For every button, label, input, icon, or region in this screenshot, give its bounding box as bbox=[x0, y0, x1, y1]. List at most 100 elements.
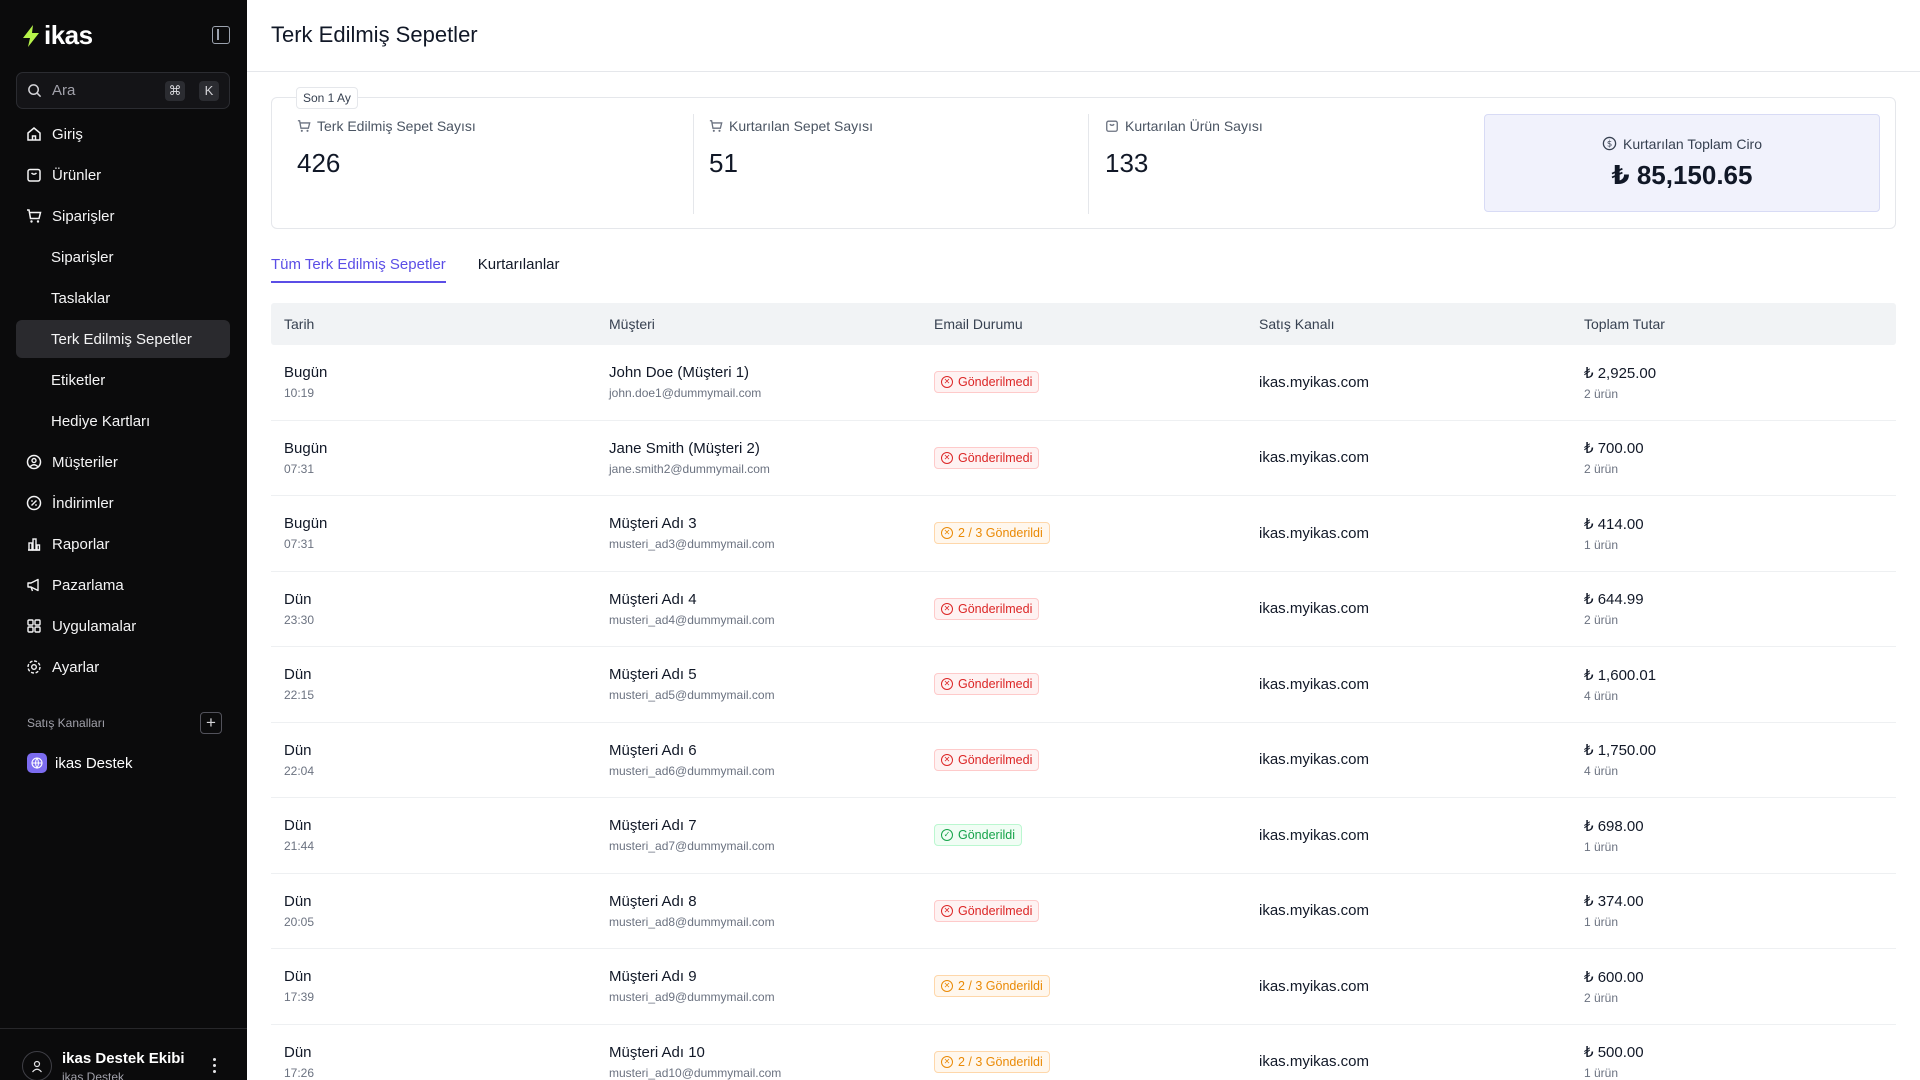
more-vertical-icon[interactable] bbox=[206, 1053, 222, 1077]
item-count: 2 ürün bbox=[1584, 613, 1619, 628]
table-row[interactable]: Dün 17:39 Müşteri Adı 9 musteri_ad9@dummyma… bbox=[271, 949, 1896, 1025]
sidebar-collapse-icon[interactable] bbox=[212, 26, 230, 44]
table-header: Tarih Müşteri Email Durumu Satış Kanalı … bbox=[271, 303, 1896, 345]
customer-name[interactable]: Müşteri Adı 7 bbox=[609, 817, 697, 835]
customer-name[interactable]: Müşteri Adı 5 bbox=[609, 666, 697, 684]
customer-name[interactable]: Müşteri Adı 10 bbox=[609, 1043, 705, 1061]
total-cell: ₺ 1,600.01 4 ürün bbox=[1571, 666, 1896, 703]
sidebar-subitem-etiketler[interactable]: Etiketler bbox=[16, 361, 230, 399]
sidebar-item-uygulamalar[interactable]: Uygulamalar bbox=[16, 607, 230, 645]
email-status-cell: ✕ 2 / 3 Gönderildi bbox=[921, 975, 1246, 998]
customer-name[interactable]: Müşteri Adı 3 bbox=[609, 515, 697, 533]
email-status-cell: ✕ Gönderilmedi bbox=[921, 371, 1246, 394]
stat-value: 426 bbox=[297, 148, 341, 178]
tab-recovered[interactable]: Kurtarılanlar bbox=[477, 256, 560, 273]
tab-all-abandoned[interactable]: Tüm Terk Edilmiş Sepetler bbox=[271, 256, 446, 283]
channel-cell: ikas.myikas.com bbox=[1246, 827, 1571, 844]
table-row[interactable]: Dün 17:26 Müşteri Adı 10 musteri_ad10@dummy… bbox=[271, 1025, 1896, 1080]
table-row[interactable]: Dün 21:44 Müşteri Adı 7 musteri_ad7@dummyma… bbox=[271, 798, 1896, 874]
customer-name[interactable]: Müşteri Adı 9 bbox=[609, 968, 697, 986]
table-row[interactable]: Bugün 10:19 John Doe (Müşteri 1) john.doe1@… bbox=[271, 345, 1896, 421]
sales-channel: ikas.myikas.com bbox=[1259, 373, 1370, 391]
sidebar-subitem-hediye-kartlari[interactable]: Hediye Kartları bbox=[16, 402, 230, 440]
megaphone-icon bbox=[26, 577, 42, 593]
item-count: 1 ürün bbox=[1584, 537, 1619, 552]
sidebar-subitem-terk-edilmis-sepetler[interactable]: Terk Edilmiş Sepetler bbox=[16, 320, 230, 358]
total-cell: ₺ 414.00 1 ürün bbox=[1571, 515, 1896, 552]
customer-name[interactable]: John Doe (Müşteri 1) bbox=[609, 364, 750, 382]
channel-cell: ikas.myikas.com bbox=[1246, 902, 1571, 919]
sales-channels-heading: Satış Kanalları bbox=[27, 716, 106, 730]
customer-name[interactable]: Jane Smith (Müşteri 2) bbox=[609, 439, 760, 457]
sidebar: ikas Ara ⌘ K Giriş Ürünler Siparişler Si… bbox=[0, 0, 247, 1080]
customer-name[interactable]: Müşteri Adı 8 bbox=[609, 892, 697, 910]
total-cell: ₺ 500.00 1 ürün bbox=[1571, 1043, 1896, 1080]
date-time: 17:26 bbox=[284, 1065, 315, 1080]
customer-email: musteri_ad10@dummymail.com bbox=[609, 1065, 782, 1080]
sidebar-item-pazarlama[interactable]: Pazarlama bbox=[16, 566, 230, 604]
status-badge: ✕ Gönderilmedi bbox=[934, 371, 1040, 394]
email-status-cell: ✕ Gönderilmedi bbox=[921, 673, 1246, 696]
sales-channel: ikas.myikas.com bbox=[1259, 1053, 1370, 1071]
date-cell: Bugün 07:31 bbox=[271, 515, 596, 551]
sales-channel-item[interactable]: ikas Destek bbox=[27, 753, 133, 773]
date-day: Dün bbox=[284, 817, 312, 835]
table-row[interactable]: Dün 20:05 Müşteri Adı 8 musteri_ad8@dummyma… bbox=[271, 874, 1896, 949]
table-row[interactable]: Bugün 07:31 Jane Smith (Müşteri 2) jane.smi… bbox=[271, 421, 1896, 496]
sidebar-subitem-siparisler[interactable]: Siparişler bbox=[16, 238, 230, 276]
column-header-channel[interactable]: Satış Kanalı bbox=[1259, 316, 1335, 332]
item-count: 2 ürün bbox=[1584, 990, 1619, 1005]
table-row[interactable]: Dün 22:15 Müşteri Adı 5 musteri_ad5@dummyma… bbox=[271, 647, 1896, 723]
sidebar-subitem-taslaklar[interactable]: Taslaklar bbox=[16, 279, 230, 317]
sidebar-item-urunler[interactable]: Ürünler bbox=[16, 156, 230, 194]
user-org: ikas Destek bbox=[62, 1070, 125, 1080]
sidebar-item-label: Hediye Kartları bbox=[51, 412, 151, 430]
status-label: Gönderilmedi bbox=[958, 450, 1033, 465]
total-amount: ₺ 374.00 bbox=[1584, 893, 1644, 911]
period-badge[interactable]: Son 1 Ay bbox=[296, 87, 358, 109]
date-time: 22:15 bbox=[284, 688, 315, 703]
column-header-total[interactable]: Toplam Tutar bbox=[1584, 316, 1665, 332]
svg-text:$: $ bbox=[1607, 139, 1612, 149]
coin-icon: $ bbox=[1602, 136, 1617, 151]
search-input[interactable]: Ara ⌘ K bbox=[16, 72, 230, 109]
sidebar-item-siparisler[interactable]: Siparişler bbox=[16, 197, 230, 235]
channel-cell: ikas.myikas.com bbox=[1246, 374, 1571, 391]
sales-channel: ikas.myikas.com bbox=[1259, 751, 1370, 769]
email-status-cell: ✕ 2 / 3 Gönderildi bbox=[921, 522, 1246, 545]
customer-name[interactable]: Müşteri Adı 4 bbox=[609, 590, 697, 608]
email-status-cell: ✕ Gönderilmedi bbox=[921, 446, 1246, 469]
status-label: Gönderilmedi bbox=[958, 601, 1033, 616]
sidebar-item-indirimler[interactable]: İndirimler bbox=[16, 484, 230, 522]
customer-cell: Müşteri Adı 5 musteri_ad5@dummymail.com bbox=[596, 666, 921, 702]
channel-cell: ikas.myikas.com bbox=[1246, 449, 1571, 466]
status-label: 2 / 3 Gönderildi bbox=[958, 526, 1043, 541]
sales-channel: ikas.myikas.com bbox=[1259, 977, 1370, 995]
sidebar-item-giris[interactable]: Giriş bbox=[16, 115, 230, 153]
plus-icon: + bbox=[206, 713, 216, 732]
sidebar-item-raporlar[interactable]: Raporlar bbox=[16, 525, 230, 563]
cart-check-icon bbox=[709, 120, 723, 132]
cart-icon bbox=[26, 208, 42, 224]
table-row[interactable]: Bugün 07:31 Müşteri Adı 3 musteri_ad3@dummy… bbox=[271, 496, 1896, 572]
table-row[interactable]: Dün 23:30 Müşteri Adı 4 musteri_ad4@dummyma… bbox=[271, 572, 1896, 647]
status-badge: ✕ 2 / 3 Gönderildi bbox=[934, 975, 1050, 998]
date-time: 17:39 bbox=[284, 990, 315, 1005]
column-header-date[interactable]: Tarih bbox=[284, 316, 315, 332]
stat-recovered-revenue: $ Kurtarılan Toplam Ciro ₺ 85,150.65 bbox=[1484, 114, 1880, 212]
brand-logo[interactable]: ikas bbox=[22, 20, 93, 51]
column-header-email-status[interactable]: Email Durumu bbox=[934, 316, 1023, 332]
status-badge: ✕ Gönderilmedi bbox=[934, 597, 1040, 620]
table-row[interactable]: Dün 22:04 Müşteri Adı 6 musteri_ad6@dummyma… bbox=[271, 723, 1896, 798]
user-profile[interactable]: ikas Destek Ekibi ikas Destek bbox=[0, 1028, 247, 1080]
stat-value: 51 bbox=[709, 148, 738, 178]
date-cell: Bugün 07:31 bbox=[271, 440, 596, 476]
customer-name[interactable]: Müşteri Adı 6 bbox=[609, 741, 697, 759]
add-channel-button[interactable]: + bbox=[200, 712, 222, 734]
status-label: Gönderilmedi bbox=[958, 677, 1033, 692]
date-cell: Bugün 10:19 bbox=[271, 364, 596, 400]
sidebar-item-musteriler[interactable]: Müşteriler bbox=[16, 443, 230, 481]
sidebar-item-ayarlar[interactable]: Ayarlar bbox=[16, 648, 230, 686]
column-header-customer[interactable]: Müşteri bbox=[609, 316, 655, 332]
item-count: 2 ürün bbox=[1584, 462, 1619, 477]
